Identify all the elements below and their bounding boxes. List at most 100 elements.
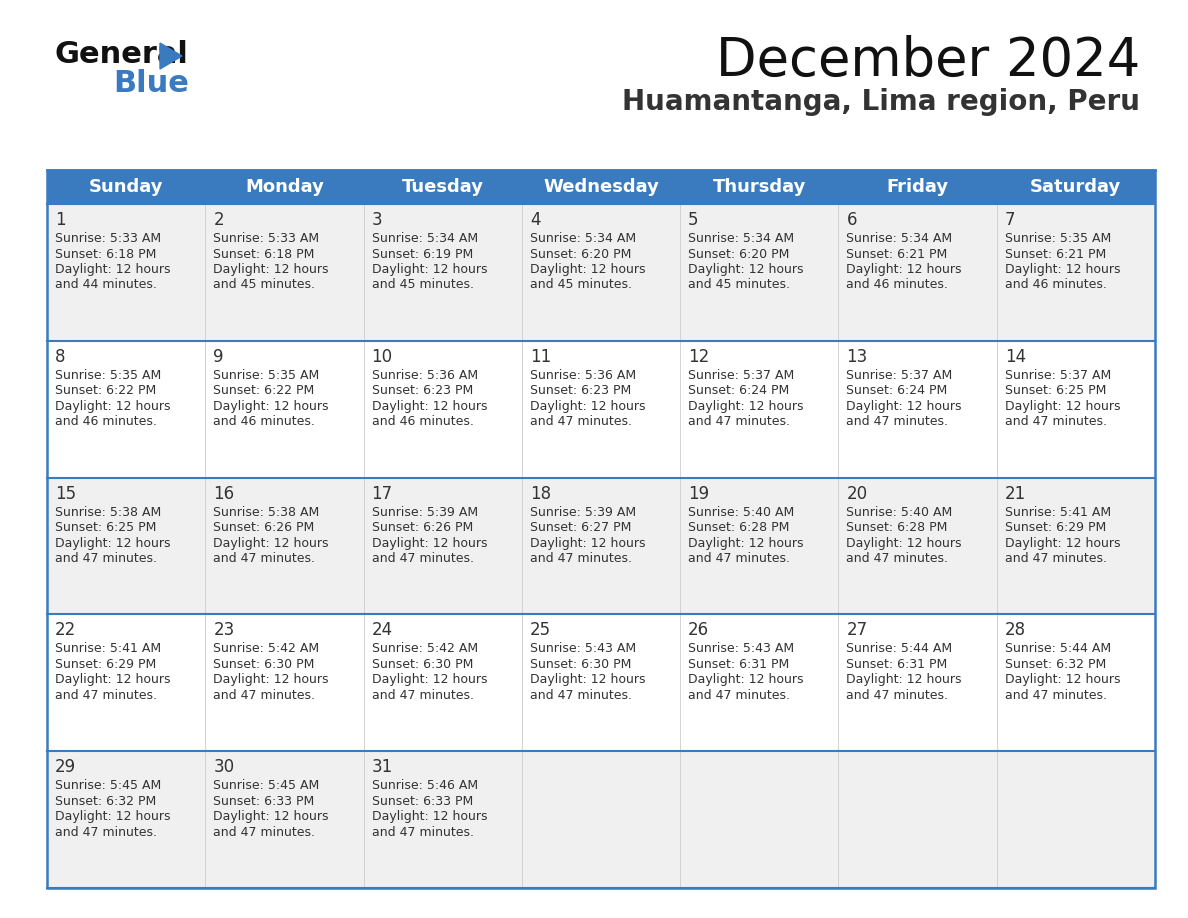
Text: Daylight: 12 hours: Daylight: 12 hours xyxy=(530,400,645,413)
Text: Daylight: 12 hours: Daylight: 12 hours xyxy=(688,263,803,276)
Text: 10: 10 xyxy=(372,348,393,365)
Text: Sunrise: 5:43 AM: Sunrise: 5:43 AM xyxy=(688,643,795,655)
Text: 13: 13 xyxy=(846,348,867,365)
Text: Sunrise: 5:34 AM: Sunrise: 5:34 AM xyxy=(372,232,478,245)
Text: Sunrise: 5:41 AM: Sunrise: 5:41 AM xyxy=(55,643,162,655)
Text: Sunset: 6:24 PM: Sunset: 6:24 PM xyxy=(846,385,948,397)
Text: Daylight: 12 hours: Daylight: 12 hours xyxy=(55,263,171,276)
Text: and 47 minutes.: and 47 minutes. xyxy=(530,415,632,429)
Text: Daylight: 12 hours: Daylight: 12 hours xyxy=(530,537,645,550)
Text: Daylight: 12 hours: Daylight: 12 hours xyxy=(1005,263,1120,276)
Text: 22: 22 xyxy=(55,621,76,640)
Text: 18: 18 xyxy=(530,485,551,502)
Text: Sunset: 6:20 PM: Sunset: 6:20 PM xyxy=(530,248,631,261)
Text: Sunset: 6:33 PM: Sunset: 6:33 PM xyxy=(214,795,315,808)
Text: Sunrise: 5:44 AM: Sunrise: 5:44 AM xyxy=(846,643,953,655)
Text: Sunrise: 5:44 AM: Sunrise: 5:44 AM xyxy=(1005,643,1111,655)
Text: and 47 minutes.: and 47 minutes. xyxy=(1005,688,1107,702)
Text: Daylight: 12 hours: Daylight: 12 hours xyxy=(372,674,487,687)
Text: and 47 minutes.: and 47 minutes. xyxy=(530,688,632,702)
Text: Sunset: 6:25 PM: Sunset: 6:25 PM xyxy=(1005,385,1106,397)
Text: Sunrise: 5:37 AM: Sunrise: 5:37 AM xyxy=(1005,369,1111,382)
Text: Huamantanga, Lima region, Peru: Huamantanga, Lima region, Peru xyxy=(623,88,1140,116)
Text: and 46 minutes.: and 46 minutes. xyxy=(1005,278,1106,292)
Text: Sunrise: 5:33 AM: Sunrise: 5:33 AM xyxy=(55,232,162,245)
Text: 28: 28 xyxy=(1005,621,1026,640)
Text: and 47 minutes.: and 47 minutes. xyxy=(1005,415,1107,429)
Text: and 47 minutes.: and 47 minutes. xyxy=(55,688,157,702)
Text: 3: 3 xyxy=(372,211,383,229)
Bar xyxy=(48,204,1155,341)
Text: Sunrise: 5:45 AM: Sunrise: 5:45 AM xyxy=(55,779,162,792)
Text: Sunrise: 5:42 AM: Sunrise: 5:42 AM xyxy=(214,643,320,655)
Text: Sunrise: 5:40 AM: Sunrise: 5:40 AM xyxy=(846,506,953,519)
Text: Daylight: 12 hours: Daylight: 12 hours xyxy=(846,537,962,550)
Text: Sunrise: 5:36 AM: Sunrise: 5:36 AM xyxy=(372,369,478,382)
Text: December 2024: December 2024 xyxy=(715,35,1140,87)
Text: Thursday: Thursday xyxy=(713,178,805,196)
Text: Sunset: 6:23 PM: Sunset: 6:23 PM xyxy=(372,385,473,397)
Text: and 47 minutes.: and 47 minutes. xyxy=(214,825,315,839)
Text: Sunset: 6:31 PM: Sunset: 6:31 PM xyxy=(688,658,789,671)
Text: and 46 minutes.: and 46 minutes. xyxy=(55,415,157,429)
Text: Sunrise: 5:34 AM: Sunrise: 5:34 AM xyxy=(846,232,953,245)
Text: Sunset: 6:32 PM: Sunset: 6:32 PM xyxy=(1005,658,1106,671)
Text: 20: 20 xyxy=(846,485,867,502)
Text: 6: 6 xyxy=(846,211,857,229)
Text: Daylight: 12 hours: Daylight: 12 hours xyxy=(55,537,171,550)
Text: 27: 27 xyxy=(846,621,867,640)
Text: 17: 17 xyxy=(372,485,393,502)
Text: Daylight: 12 hours: Daylight: 12 hours xyxy=(214,263,329,276)
Text: Sunset: 6:22 PM: Sunset: 6:22 PM xyxy=(214,385,315,397)
Text: 30: 30 xyxy=(214,758,234,777)
Text: Tuesday: Tuesday xyxy=(402,178,484,196)
Text: Sunset: 6:28 PM: Sunset: 6:28 PM xyxy=(688,521,790,534)
Text: 16: 16 xyxy=(214,485,234,502)
Text: 19: 19 xyxy=(688,485,709,502)
Text: Sunrise: 5:38 AM: Sunrise: 5:38 AM xyxy=(55,506,162,519)
Text: Sunset: 6:30 PM: Sunset: 6:30 PM xyxy=(530,658,631,671)
Text: Sunrise: 5:34 AM: Sunrise: 5:34 AM xyxy=(688,232,795,245)
Bar xyxy=(48,170,1155,888)
Text: Sunset: 6:31 PM: Sunset: 6:31 PM xyxy=(846,658,948,671)
Text: Sunset: 6:21 PM: Sunset: 6:21 PM xyxy=(846,248,948,261)
Text: and 47 minutes.: and 47 minutes. xyxy=(846,552,948,565)
Text: and 47 minutes.: and 47 minutes. xyxy=(688,688,790,702)
Text: and 47 minutes.: and 47 minutes. xyxy=(846,415,948,429)
Text: Sunrise: 5:39 AM: Sunrise: 5:39 AM xyxy=(372,506,478,519)
Text: Sunset: 6:19 PM: Sunset: 6:19 PM xyxy=(372,248,473,261)
Text: Daylight: 12 hours: Daylight: 12 hours xyxy=(688,400,803,413)
Text: Daylight: 12 hours: Daylight: 12 hours xyxy=(214,537,329,550)
Bar xyxy=(48,170,1155,204)
Bar xyxy=(48,341,1155,477)
Text: Daylight: 12 hours: Daylight: 12 hours xyxy=(372,263,487,276)
Text: Sunrise: 5:33 AM: Sunrise: 5:33 AM xyxy=(214,232,320,245)
Text: 29: 29 xyxy=(55,758,76,777)
Text: Daylight: 12 hours: Daylight: 12 hours xyxy=(1005,400,1120,413)
Text: Daylight: 12 hours: Daylight: 12 hours xyxy=(372,537,487,550)
Text: Monday: Monday xyxy=(245,178,324,196)
Text: and 47 minutes.: and 47 minutes. xyxy=(55,552,157,565)
Text: Daylight: 12 hours: Daylight: 12 hours xyxy=(55,811,171,823)
Text: Sunrise: 5:38 AM: Sunrise: 5:38 AM xyxy=(214,506,320,519)
Text: 1: 1 xyxy=(55,211,65,229)
Text: and 45 minutes.: and 45 minutes. xyxy=(530,278,632,292)
Text: and 47 minutes.: and 47 minutes. xyxy=(846,688,948,702)
Text: Daylight: 12 hours: Daylight: 12 hours xyxy=(530,263,645,276)
Text: Sunrise: 5:37 AM: Sunrise: 5:37 AM xyxy=(688,369,795,382)
Text: Daylight: 12 hours: Daylight: 12 hours xyxy=(214,400,329,413)
Text: 11: 11 xyxy=(530,348,551,365)
Text: and 46 minutes.: and 46 minutes. xyxy=(214,415,315,429)
Text: 23: 23 xyxy=(214,621,234,640)
Text: Sunrise: 5:40 AM: Sunrise: 5:40 AM xyxy=(688,506,795,519)
Text: Sunset: 6:20 PM: Sunset: 6:20 PM xyxy=(688,248,790,261)
Text: 8: 8 xyxy=(55,348,65,365)
Text: Sunrise: 5:46 AM: Sunrise: 5:46 AM xyxy=(372,779,478,792)
Text: Sunrise: 5:41 AM: Sunrise: 5:41 AM xyxy=(1005,506,1111,519)
Text: and 47 minutes.: and 47 minutes. xyxy=(688,552,790,565)
Text: Sunrise: 5:36 AM: Sunrise: 5:36 AM xyxy=(530,369,636,382)
Text: Daylight: 12 hours: Daylight: 12 hours xyxy=(55,674,171,687)
Text: Sunset: 6:29 PM: Sunset: 6:29 PM xyxy=(1005,521,1106,534)
Text: Sunrise: 5:35 AM: Sunrise: 5:35 AM xyxy=(214,369,320,382)
Text: 5: 5 xyxy=(688,211,699,229)
